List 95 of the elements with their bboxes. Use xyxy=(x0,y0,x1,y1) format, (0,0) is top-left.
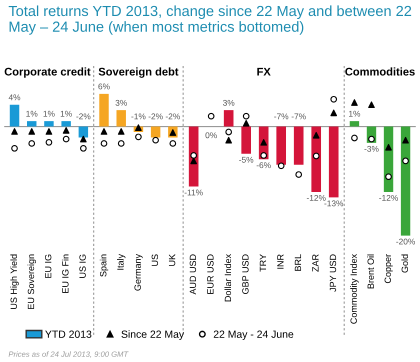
data-label: -2% xyxy=(166,113,180,120)
x-tick-label: Commodity Index xyxy=(350,254,359,324)
data-label: 3% xyxy=(116,100,127,106)
point xyxy=(368,136,375,142)
point xyxy=(208,112,214,120)
data-label: -2% xyxy=(148,113,163,120)
point xyxy=(80,145,87,152)
point xyxy=(46,139,52,146)
point xyxy=(100,140,108,147)
point xyxy=(100,128,108,135)
data-label: -11% xyxy=(184,190,203,196)
point xyxy=(135,134,142,140)
data-label: -13% xyxy=(324,200,344,206)
point xyxy=(330,110,338,116)
chart-title: Sovereign debt xyxy=(98,67,178,78)
data-label: 6% xyxy=(98,83,110,90)
data-label: -7% xyxy=(292,113,306,120)
point xyxy=(135,124,142,131)
point xyxy=(170,140,176,147)
data-label: -12% xyxy=(306,194,326,201)
point xyxy=(260,152,268,159)
x-tick-label: US High Yield xyxy=(10,254,19,309)
x-tick-label: AUD USD xyxy=(190,254,196,295)
x-tick-label: ZAR xyxy=(312,254,319,272)
x-tick-label: BRL xyxy=(294,254,302,271)
x-tick-label: Dollar Index xyxy=(224,254,232,302)
point xyxy=(28,140,36,147)
point xyxy=(312,132,320,139)
point xyxy=(295,171,302,178)
point xyxy=(190,158,197,164)
point xyxy=(62,127,70,134)
data-label: -7% xyxy=(274,113,288,120)
data-label: 3% xyxy=(222,100,234,106)
point xyxy=(278,162,285,170)
chart-title: Corporate credit xyxy=(4,67,90,78)
x-tick-label: US IG xyxy=(79,254,86,278)
data-label: -1% xyxy=(131,113,146,120)
data-label: 1% xyxy=(44,110,55,117)
point xyxy=(152,136,159,144)
data-label: 1% xyxy=(349,110,360,117)
point xyxy=(260,139,268,146)
x-tick-label: Italy xyxy=(117,254,126,270)
point xyxy=(351,134,358,142)
point xyxy=(368,101,375,108)
x-tick-label: Copper xyxy=(384,254,393,284)
point xyxy=(80,136,87,142)
point xyxy=(385,144,392,151)
x-tick-label: Spain xyxy=(100,254,108,277)
x-tick-label: Brent Oil xyxy=(367,254,374,288)
point xyxy=(225,136,232,144)
legend-label: 22 May - 24 June xyxy=(214,330,294,340)
point xyxy=(402,136,409,144)
point xyxy=(118,140,125,147)
point xyxy=(225,128,232,136)
point xyxy=(402,158,409,164)
data-label: 4% xyxy=(8,94,20,100)
point xyxy=(190,152,197,159)
x-tick-label: EU IG xyxy=(44,254,52,278)
data-label: 0% xyxy=(205,132,217,138)
chart-title: FX xyxy=(257,68,271,76)
x-tick-label: INR xyxy=(277,254,284,269)
point xyxy=(28,128,36,135)
point xyxy=(242,112,250,120)
x-tick-label: US xyxy=(152,254,158,266)
data-label: 1% xyxy=(60,110,72,117)
point xyxy=(242,120,250,127)
data-label: -2% xyxy=(76,113,90,120)
point xyxy=(312,152,320,160)
x-tick-label: UK xyxy=(168,254,176,266)
data-label: -12% xyxy=(379,194,398,201)
x-tick-label: JPY USD xyxy=(330,254,336,292)
chart-title: Commodities xyxy=(345,67,415,76)
x-tick-label: EU Sovereign xyxy=(28,254,36,309)
point xyxy=(11,128,18,135)
data-label: -6% xyxy=(256,162,271,168)
x-tick-label: EUR USD xyxy=(207,254,214,294)
data-label: 1% xyxy=(26,110,38,117)
x-tick-label: GBP USD xyxy=(242,254,249,294)
x-tick-label: EU IG Fin xyxy=(62,254,69,293)
point xyxy=(351,99,358,106)
x-tick-label: TRY xyxy=(260,254,266,272)
data-label: -3% xyxy=(364,146,379,152)
x-tick-label: Gold xyxy=(401,254,408,273)
data-label: -20% xyxy=(396,238,416,244)
point xyxy=(385,173,392,180)
point xyxy=(118,128,125,135)
point xyxy=(46,128,52,135)
point xyxy=(62,136,70,142)
point xyxy=(11,145,18,152)
text: Total returns YTD 2013, change since 22 May and between 22 May – 24 June (when most metrics bottomed) xyxy=(8,5,412,35)
point xyxy=(330,96,338,103)
legend-label: YTD 2013 xyxy=(45,330,92,338)
data-label: -5% xyxy=(239,156,254,163)
legend-label: Since 22 May xyxy=(121,330,184,340)
x-tick-label: Germany xyxy=(134,254,143,291)
